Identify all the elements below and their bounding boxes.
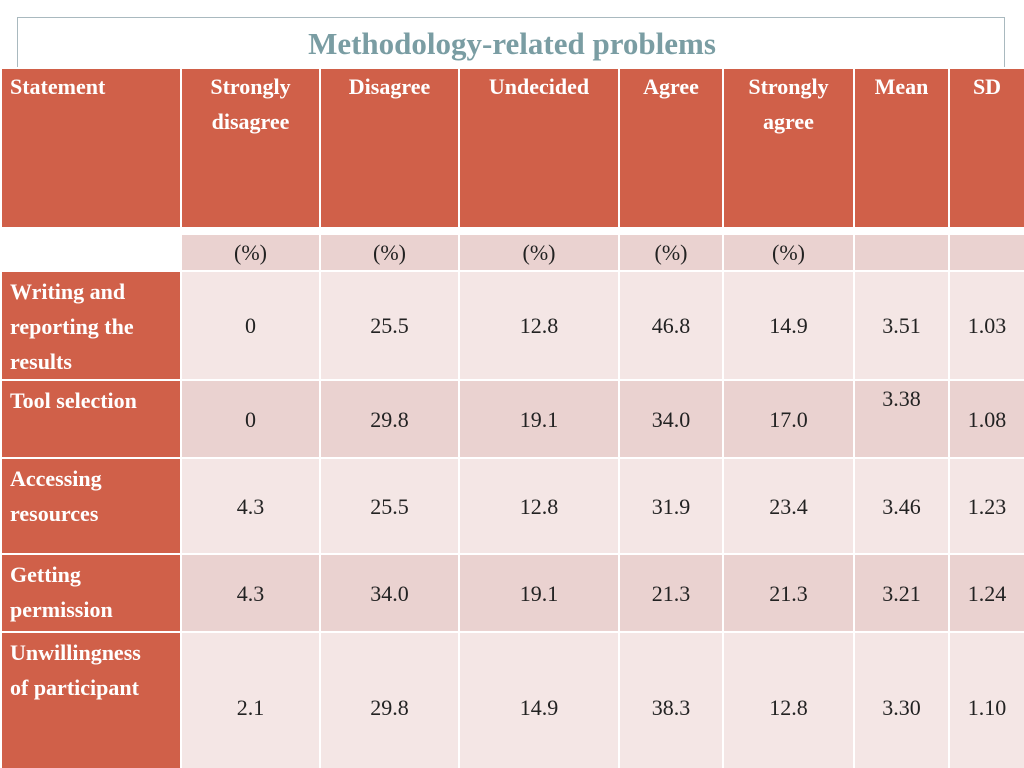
table-row: Getting permission 4.3 34.0 19.1 21.3 21… xyxy=(0,553,1024,633)
cell-strongly-agree: 21.3 xyxy=(722,553,855,633)
cell-strongly-agree: 12.8 xyxy=(722,631,855,768)
survey-table: Statement Strongly disagree Disagree Und… xyxy=(0,67,1024,768)
header-sd: SD xyxy=(948,67,1024,229)
header-strongly-disagree-line2: disagree xyxy=(211,109,290,134)
units-row: (%) (%) (%) (%) (%) xyxy=(0,233,1024,272)
table-row: Unwillingness of participant 2.1 29.8 14… xyxy=(0,631,1024,768)
unit-cell: (%) xyxy=(618,233,724,272)
statement-line: results xyxy=(10,349,72,374)
cell-strongly-disagree: 2.1 xyxy=(180,631,321,768)
header-strongly-disagree-line1: Strongly xyxy=(210,74,291,99)
header-strongly-disagree: Strongly disagree xyxy=(180,67,321,229)
statement-line: Getting xyxy=(10,562,81,587)
table-row: Writing and reporting the results 0 25.5… xyxy=(0,270,1024,381)
cell-undecided: 12.8 xyxy=(458,457,620,555)
header-strongly-agree-line2: agree xyxy=(763,109,814,134)
cell-disagree: 25.5 xyxy=(319,457,460,555)
cell-agree: 31.9 xyxy=(618,457,724,555)
cell-sd: 1.03 xyxy=(948,270,1024,381)
cell-undecided: 19.1 xyxy=(458,553,620,633)
statement-line: Tool selection xyxy=(10,388,137,413)
cell-strongly-disagree: 0 xyxy=(180,379,321,459)
cell-disagree: 25.5 xyxy=(319,270,460,381)
header-undecided: Undecided xyxy=(458,67,620,229)
cell-agree: 34.0 xyxy=(618,379,724,459)
header-strongly-agree: Strongly agree xyxy=(722,67,855,229)
cell-sd: 1.08 xyxy=(948,379,1024,459)
row-statement: Writing and reporting the results xyxy=(0,270,182,381)
statement-line: resources xyxy=(10,501,99,526)
cell-disagree: 29.8 xyxy=(319,379,460,459)
row-statement: Getting permission xyxy=(0,553,182,633)
table-row: Accessing resources 4.3 25.5 12.8 31.9 2… xyxy=(0,457,1024,555)
row-statement: Accessing resources xyxy=(0,457,182,555)
cell-strongly-disagree: 4.3 xyxy=(180,457,321,555)
statement-line: permission xyxy=(10,597,113,622)
statement-line: Accessing xyxy=(10,466,102,491)
cell-strongly-disagree: 0 xyxy=(180,270,321,381)
statement-line: Unwillingness xyxy=(10,640,141,665)
units-blank xyxy=(0,233,182,272)
cell-strongly-agree: 17.0 xyxy=(722,379,855,459)
table-row: Tool selection 0 29.8 19.1 34.0 17.0 3.3… xyxy=(0,379,1024,459)
header-agree: Agree xyxy=(618,67,724,229)
header-strongly-agree-line1: Strongly xyxy=(748,74,829,99)
cell-mean: 3.38 xyxy=(853,379,950,459)
unit-cell: (%) xyxy=(319,233,460,272)
cell-undecided: 12.8 xyxy=(458,270,620,381)
cell-undecided: 14.9 xyxy=(458,631,620,768)
cell-disagree: 29.8 xyxy=(319,631,460,768)
cell-mean: 3.30 xyxy=(853,631,950,768)
unit-cell: (%) xyxy=(180,233,321,272)
cell-undecided: 19.1 xyxy=(458,379,620,459)
header-mean: Mean xyxy=(853,67,950,229)
page-title: Methodology-related problems xyxy=(308,26,716,61)
cell-mean: 3.21 xyxy=(853,553,950,633)
cell-mean: 3.46 xyxy=(853,457,950,555)
statement-line: of participant xyxy=(10,675,139,700)
statement-line: reporting the xyxy=(10,314,134,339)
cell-sd: 1.23 xyxy=(948,457,1024,555)
unit-cell: (%) xyxy=(722,233,855,272)
cell-strongly-disagree: 4.3 xyxy=(180,553,321,633)
unit-cell-empty xyxy=(948,233,1024,272)
row-statement: Unwillingness of participant xyxy=(0,631,182,768)
cell-disagree: 34.0 xyxy=(319,553,460,633)
header-row: Statement Strongly disagree Disagree Und… xyxy=(0,67,1024,229)
cell-agree: 21.3 xyxy=(618,553,724,633)
cell-sd: 1.10 xyxy=(948,631,1024,768)
row-statement: Tool selection xyxy=(0,379,182,459)
header-statement: Statement xyxy=(0,67,182,229)
statement-line: Writing and xyxy=(10,279,126,304)
unit-cell-empty xyxy=(853,233,950,272)
unit-cell: (%) xyxy=(458,233,620,272)
cell-agree: 46.8 xyxy=(618,270,724,381)
cell-mean: 3.51 xyxy=(853,270,950,381)
cell-agree: 38.3 xyxy=(618,631,724,768)
cell-sd: 1.24 xyxy=(948,553,1024,633)
header-disagree: Disagree xyxy=(319,67,460,229)
cell-strongly-agree: 23.4 xyxy=(722,457,855,555)
cell-strongly-agree: 14.9 xyxy=(722,270,855,381)
